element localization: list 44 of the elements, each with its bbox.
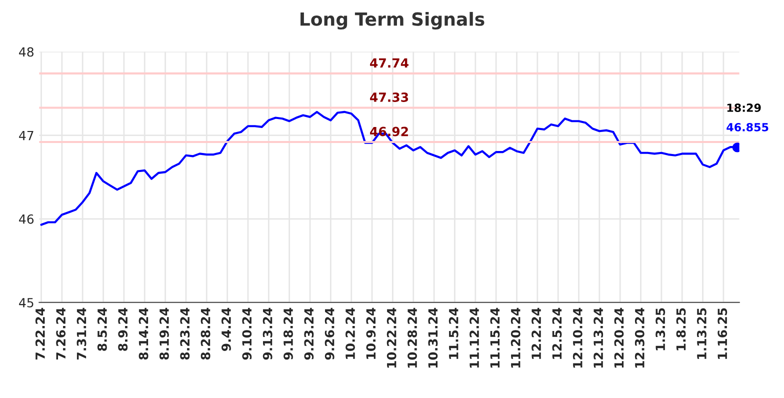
ref-line-label: 47.33 xyxy=(370,92,408,102)
x-tick-label: 9.10.24 xyxy=(242,308,252,360)
x-tick-label: 12.5.24 xyxy=(552,308,562,359)
data-label: 46.855 xyxy=(726,122,768,132)
x-tick-label: 1.16.25 xyxy=(718,308,728,359)
x-tick-label: 11.5.24 xyxy=(448,308,458,359)
x-tick-label: 10.31.24 xyxy=(428,308,438,368)
x-tick-label: 7.26.24 xyxy=(56,308,66,360)
y-tick-label: 47 xyxy=(19,130,34,140)
y-tick-label: 46 xyxy=(19,214,34,224)
x-tick-label: 9.18.24 xyxy=(284,308,293,360)
x-tick-label: 8.9.24 xyxy=(118,308,128,351)
x-tick-label: 12.13.24 xyxy=(594,308,604,368)
x-tick-label: 11.15.24 xyxy=(490,308,500,368)
x-tick-label: 7.31.24 xyxy=(76,308,86,360)
x-tick-label: 8.19.24 xyxy=(159,308,169,360)
x-tick-label: 7.22.24 xyxy=(35,308,45,360)
x-tick-label: 10.2.24 xyxy=(346,308,355,359)
x-tick-label: 10.22.24 xyxy=(386,308,396,368)
ref-line-label: 47.74 xyxy=(370,58,408,68)
y-tick-label: 45 xyxy=(19,298,34,308)
x-tick-label: 9.23.24 xyxy=(304,308,314,360)
x-tick-label: 12.20.24 xyxy=(614,308,624,368)
x-tick-label: 1.13.25 xyxy=(696,308,706,359)
x-tick-label: 8.23.24 xyxy=(180,308,190,360)
x-tick-label: 8.28.24 xyxy=(200,308,210,360)
ref-line-label: 46.92 xyxy=(370,126,408,136)
annotation: 18:29 xyxy=(727,104,761,112)
chart-title: Long Term Signals xyxy=(300,12,484,30)
x-tick-label: 11.20.24 xyxy=(510,308,520,368)
x-tick-label: 12.2.24 xyxy=(532,308,541,359)
x-tick-label: 9.4.24 xyxy=(221,308,231,351)
x-tick-label: 9.26.24 xyxy=(324,308,334,360)
x-tick-label: 12.10.24 xyxy=(572,308,582,368)
x-tick-label: 10.28.24 xyxy=(408,308,417,368)
x-tick-label: 11.12.24 xyxy=(470,308,479,368)
y-tick-label: 48 xyxy=(19,47,34,57)
x-tick-label: 8.14.24 xyxy=(138,308,148,360)
x-tick-label: 1.8.25 xyxy=(676,308,686,350)
x-tick-label: 1.3.25 xyxy=(656,308,666,350)
x-tick-label: 9.13.24 xyxy=(262,308,272,360)
x-tick-label: 10.9.24 xyxy=(366,308,376,359)
x-tick-label: 8.5.24 xyxy=(97,308,107,351)
x-tick-label: 12.30.24 xyxy=(634,308,644,368)
